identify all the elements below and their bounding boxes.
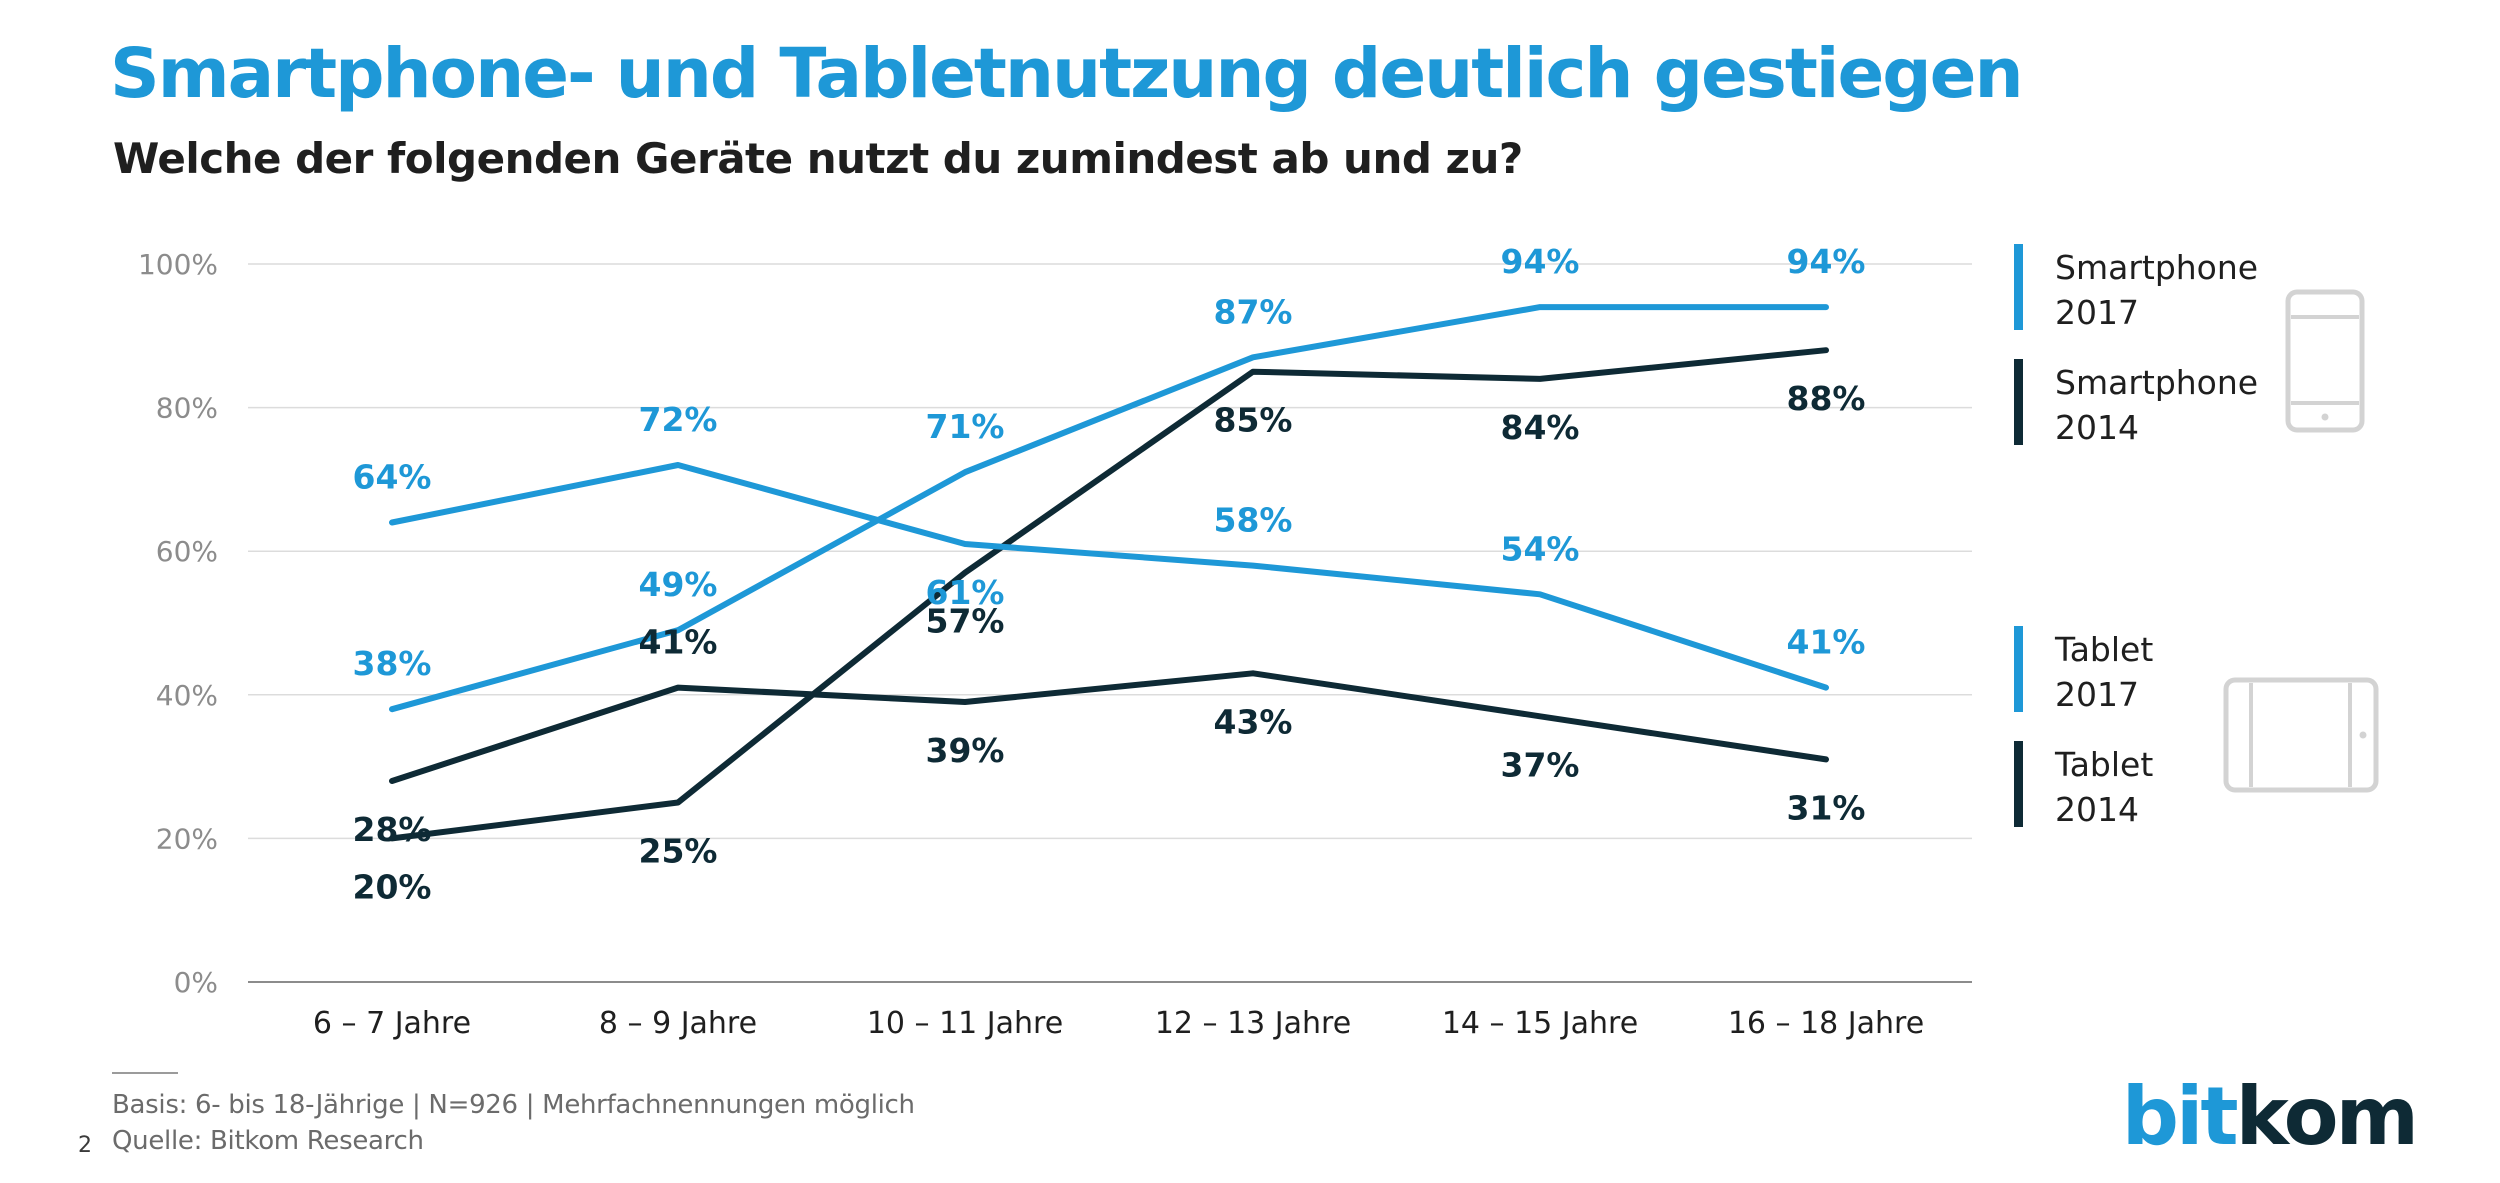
data-label: 72% (639, 400, 718, 439)
logo-part-bit: bit (2121, 1070, 2239, 1163)
series-line-tablet-2017 (389, 462, 1829, 691)
legend-label-smartphone-2017-line1: Smartphone (2055, 248, 2258, 287)
series-line-tablet-2014 (389, 670, 1829, 784)
legend-label-tablet-2017-line1: Tablet (2054, 630, 2153, 669)
legend-swatch-tablet-2014 (2014, 741, 2023, 827)
logo-part-kom: kom (2235, 1070, 2419, 1163)
x-tick-label: 6 – 7 Jahre (313, 1006, 471, 1041)
legend-label-smartphone-2014-line1: Smartphone (2055, 363, 2258, 402)
legend-swatch-tablet-2017 (2014, 626, 2023, 712)
data-label: 37% (1501, 745, 1580, 784)
data-label: 41% (1787, 623, 1866, 662)
x-tick-label: 12 – 13 Jahre (1155, 1006, 1351, 1041)
tablet-icon (2223, 677, 2379, 793)
data-label: 58% (1214, 501, 1293, 540)
data-labels: 38% 49% 71% 87% 94% 94% 20% 25% 57% 85% 84% 88% 64% 7… (353, 242, 1866, 906)
x-tick-label: 10 – 11 Jahre (867, 1006, 1063, 1041)
y-tick-label: 0% (174, 966, 218, 999)
data-label: 41% (639, 623, 718, 662)
y-tick-label: 20% (156, 822, 218, 855)
data-label: 31% (1787, 788, 1866, 827)
page-number: 2 (78, 1133, 92, 1158)
legend: Smartphone 2017 Smartphone 2014 Tablet 2017 Ta… (2014, 244, 2258, 829)
data-label: 84% (1501, 408, 1580, 447)
page-title: Smartphone- und Tabletnutzung deutlich g… (110, 34, 2024, 114)
data-label: 88% (1787, 379, 1866, 418)
legend-label-tablet-2017-line2: 2017 (2055, 675, 2139, 714)
data-label: 25% (639, 832, 718, 871)
data-label: 61% (926, 573, 1005, 612)
data-label: 94% (1787, 242, 1866, 281)
legend-swatch-smartphone-2017 (2014, 244, 2023, 330)
data-label: 38% (353, 644, 432, 683)
footer-source: Quelle: Bitkom Research (112, 1126, 424, 1156)
smartphone-icon (2285, 289, 2365, 433)
y-tick-label: 60% (156, 535, 218, 568)
page-subtitle: Welche der folgenden Geräte nutzt du zum… (113, 134, 1523, 183)
legend-label-tablet-2014-line2: 2014 (2055, 790, 2139, 829)
series-lines (389, 304, 1829, 842)
legend-swatch-smartphone-2014 (2014, 359, 2023, 445)
data-label: 71% (926, 407, 1005, 446)
y-axis: 0% 20% 40% 60% 80% 100% (138, 248, 218, 999)
x-tick-label: 16 – 18 Jahre (1728, 1006, 1924, 1041)
footer-basis: Basis: 6- bis 18-Jährige | N=926 | Mehrf… (112, 1090, 915, 1120)
y-tick-label: 100% (138, 248, 218, 281)
legend-label-smartphone-2014-line2: 2014 (2055, 408, 2139, 447)
y-tick-label: 80% (156, 392, 218, 425)
legend-label-smartphone-2017-line2: 2017 (2055, 293, 2139, 332)
data-label: 20% (353, 867, 432, 906)
data-label: 54% (1501, 529, 1580, 568)
data-label: 43% (1214, 702, 1293, 741)
data-label: 57% (926, 602, 1005, 641)
bitkom-logo: bitkom (2121, 1070, 2419, 1163)
x-axis: 6 – 7 Jahre 8 – 9 Jahre 10 – 11 Jahre 12 – … (313, 1006, 1924, 1041)
data-label: 85% (1214, 401, 1293, 440)
legend-label-tablet-2014-line1: Tablet (2054, 745, 2153, 784)
footer-divider (112, 1072, 178, 1074)
series-line-smartphone-2017 (389, 304, 1829, 713)
data-label: 87% (1214, 292, 1293, 331)
data-label: 94% (1501, 242, 1580, 281)
x-tick-label: 14 – 15 Jahre (1442, 1006, 1638, 1041)
x-tick-label: 8 – 9 Jahre (599, 1006, 757, 1041)
data-label: 49% (639, 565, 718, 604)
data-label: 64% (353, 457, 432, 496)
data-label: 28% (353, 810, 432, 849)
grid-lines (248, 263, 1972, 983)
data-label: 39% (926, 731, 1005, 770)
y-tick-label: 40% (156, 679, 218, 712)
series-line-smartphone-2014 (389, 347, 1829, 842)
